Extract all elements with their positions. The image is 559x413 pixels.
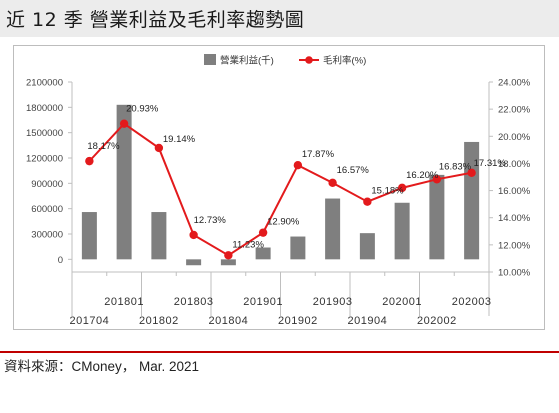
source-note: 資料來源：CMoney， Mar. 2021 bbox=[4, 359, 200, 374]
y-left-tick-label: 1200000 bbox=[26, 154, 63, 165]
x-category-label: 202002 bbox=[417, 315, 457, 327]
y-left-tick-label: 0 bbox=[58, 255, 63, 266]
line-point bbox=[189, 230, 198, 240]
x-category-label: 201901 bbox=[243, 296, 283, 308]
legend: 營業利益(千) 毛利率(%) bbox=[204, 54, 366, 67]
data-labels: 18.17% 20.93% 19.14% 12.73% 11.23%12.90% 17.8… bbox=[87, 104, 506, 251]
line-point bbox=[397, 183, 407, 193]
y-right-tick-label: 10.00% bbox=[498, 268, 531, 279]
bar bbox=[116, 104, 132, 260]
bar bbox=[394, 202, 410, 260]
line-path bbox=[88, 122, 472, 257]
y-right-tick-label: 18.00% bbox=[498, 159, 531, 170]
legend-line-marker bbox=[305, 56, 313, 64]
y-right-tick-label: 16.00% bbox=[498, 186, 531, 197]
x-category-label: 201803 bbox=[174, 296, 214, 308]
data-label: 19.14% bbox=[163, 134, 196, 145]
bar bbox=[220, 259, 236, 266]
line-point bbox=[328, 178, 337, 188]
y-left-tick-label: 900000 bbox=[31, 179, 63, 190]
data-label: 11.23% bbox=[232, 239, 264, 250]
x-category-label: 201903 bbox=[313, 296, 353, 308]
footer-divider bbox=[0, 351, 559, 353]
bar bbox=[359, 233, 375, 260]
x-category-label: 201904 bbox=[348, 315, 388, 327]
y-right-tick-label: 14.00% bbox=[498, 213, 531, 224]
legend-line-label: 毛利率(%) bbox=[323, 55, 366, 67]
bar-series bbox=[81, 104, 480, 266]
legend-bar-swatch bbox=[204, 54, 216, 65]
axes: 0 300000 600000 900000 1200000 1500000 1800000… bbox=[26, 78, 531, 328]
line-point bbox=[293, 160, 303, 170]
y-right-tick-label: 24.00% bbox=[498, 78, 531, 89]
data-label: 15.18% bbox=[371, 186, 404, 197]
data-label: 12.73% bbox=[194, 215, 227, 226]
data-label: 16.20% bbox=[406, 170, 439, 181]
data-label: 20.93% bbox=[126, 104, 159, 115]
data-label: 12.90% bbox=[267, 217, 300, 228]
chart-frame: 0 300000 600000 900000 1200000 1500000 1800000… bbox=[13, 45, 545, 330]
y-left-tick-label: 300000 bbox=[31, 230, 63, 241]
bar bbox=[290, 236, 306, 260]
x-category-label: 201704 bbox=[70, 315, 110, 327]
legend-bar-label: 營業利益(千) bbox=[220, 55, 274, 67]
y-right-tick-label: 12.00% bbox=[498, 240, 531, 251]
line-point bbox=[467, 168, 476, 177]
data-label: 17.31% bbox=[474, 158, 507, 169]
y-left-tick-label: 1800000 bbox=[26, 103, 63, 114]
x-category-label: 201802 bbox=[139, 315, 179, 327]
data-label: 16.57% bbox=[337, 165, 370, 176]
y-left-tick-label: 1500000 bbox=[26, 128, 63, 139]
chart: 0 300000 600000 900000 1200000 1500000 1800000… bbox=[26, 54, 531, 328]
y-left-tick-label: 2100000 bbox=[26, 78, 63, 89]
data-label: 16.83% bbox=[439, 161, 472, 172]
data-label: 18.17% bbox=[87, 141, 120, 152]
line-point bbox=[85, 156, 94, 166]
x-category-label: 201804 bbox=[209, 315, 249, 327]
line-series bbox=[85, 119, 476, 260]
line-point bbox=[363, 197, 372, 206]
bar bbox=[151, 212, 167, 260]
bar bbox=[186, 259, 202, 266]
y-right-tick-label: 20.00% bbox=[498, 132, 531, 143]
bar bbox=[325, 198, 341, 260]
x-category-label: 201801 bbox=[104, 296, 144, 308]
line-point bbox=[119, 119, 129, 128]
line-point bbox=[154, 143, 164, 153]
line-point bbox=[258, 228, 268, 237]
x-category-label: 202001 bbox=[382, 296, 422, 308]
bar bbox=[429, 174, 445, 260]
bar bbox=[255, 247, 271, 260]
line-point bbox=[224, 251, 233, 260]
bar bbox=[81, 212, 97, 260]
data-label: 17.87% bbox=[302, 149, 335, 160]
x-category-label: 202003 bbox=[452, 296, 492, 308]
page-title: 近 12 季 營業利益及毛利率趨勢圖 bbox=[6, 9, 305, 31]
line-point bbox=[432, 175, 442, 184]
x-category-label: 201902 bbox=[278, 315, 318, 327]
title-bar: 近 12 季 營業利益及毛利率趨勢圖 bbox=[0, 0, 559, 37]
y-left-tick-label: 600000 bbox=[31, 204, 63, 215]
y-right-tick-label: 22.00% bbox=[498, 105, 531, 116]
